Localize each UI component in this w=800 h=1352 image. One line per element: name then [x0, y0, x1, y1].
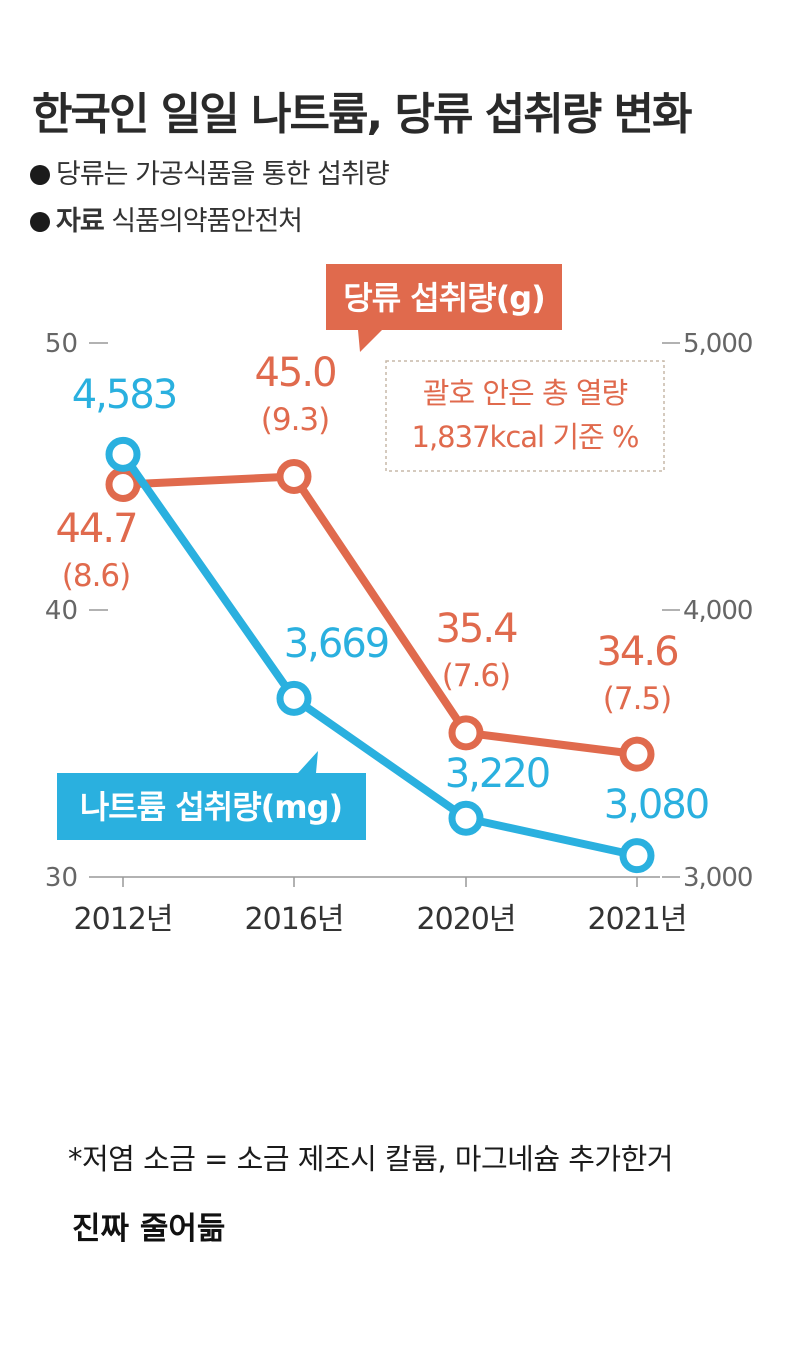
sodium-value-label: 3,080 — [604, 782, 709, 828]
right-tick-label: 3,000 — [683, 863, 752, 893]
axes: 30 40 50 3,000 4,000 5,000 2012년 2016년 2020년 2021… — [45, 329, 754, 937]
series-lines — [105, 436, 655, 874]
sodium-legend-bubble — [57, 751, 366, 840]
sugar-percent-label: (7.6) — [442, 658, 511, 694]
x-tick-label: 2021년 — [588, 902, 687, 937]
left-tick-label: 50 — [45, 329, 78, 359]
sugar-point — [619, 736, 655, 772]
x-tick-label: 2012년 — [74, 902, 173, 937]
source-line: 자료 식품의약품안전처 — [30, 199, 303, 238]
source-label: 자료 — [56, 206, 105, 237]
bullet-icon — [30, 165, 50, 185]
annotation-box — [385, 360, 665, 472]
sugar-legend-bubble — [326, 264, 562, 352]
sodium-legend-label: 나트륨 섭취량(mg) — [80, 788, 342, 826]
sugar-line — [122, 472, 638, 759]
line-chart: 30 40 50 3,000 4,000 5,000 2012년 2016년 2020년 2021… — [45, 264, 754, 937]
source-text: 식품의약품안전처 — [111, 206, 303, 237]
sodium-value-label: 4,583 — [72, 372, 177, 418]
sugar-percent-label: (8.6) — [62, 558, 131, 594]
subtitle-text: 당류는 가공식품을 통한 섭취량 — [56, 159, 390, 190]
left-tick-label: 30 — [45, 863, 78, 893]
legend-callouts: 괄호 안은 총 열량 1,837kcal 기준 % 당류 섭취량(g) 나트륨 섭취량… — [57, 264, 665, 840]
caption: 진짜 줄어듦 — [72, 1211, 226, 1247]
sodium-value-label: 3,669 — [284, 621, 389, 667]
sugar-percent-label: (9.3) — [261, 402, 330, 438]
footnote: *저염 소금 = 소금 제조시 칼륨, 마그네슘 추가한거 — [68, 1142, 673, 1176]
right-tick-label: 5,000 — [683, 329, 752, 359]
right-tick-label: 4,000 — [683, 596, 752, 626]
sodium-point — [448, 800, 484, 836]
sugar-legend-label: 당류 섭취량(g) — [343, 279, 545, 317]
sugar-value-label: 34.6 — [596, 629, 677, 675]
annotation-line: 괄호 안은 총 열량 — [423, 376, 628, 410]
sodium-point — [105, 436, 141, 472]
subtitle-note: 당류는 가공식품을 통한 섭취량 — [30, 152, 390, 191]
annotation-line: 1,837kcal 기준 % — [412, 420, 639, 454]
bullet-icon — [30, 212, 50, 232]
sodium-line — [119, 452, 638, 860]
sugar-value-label: 45.0 — [254, 350, 335, 396]
sugar-value-label: 44.7 — [55, 506, 136, 552]
left-tick-label: 40 — [45, 596, 78, 626]
chart-title: 한국인 일일 나트륨, 당류 섭취량 변화 — [32, 89, 693, 140]
sugar-percent-label: (7.5) — [603, 681, 672, 717]
sugar-point — [276, 459, 312, 494]
sugar-value-label: 35.4 — [435, 606, 517, 652]
value-labels: 44.7 (8.6) 45.0 (9.3) 35.4 (7.6) 34.6 (7.5) 4,58… — [55, 350, 710, 828]
sodium-point — [619, 838, 655, 874]
sugar-point — [448, 715, 484, 751]
sodium-value-label: 3,220 — [445, 751, 550, 797]
x-tick-label: 2020년 — [417, 902, 516, 937]
x-tick-label: 2016년 — [245, 902, 344, 937]
sodium-point — [276, 680, 312, 716]
